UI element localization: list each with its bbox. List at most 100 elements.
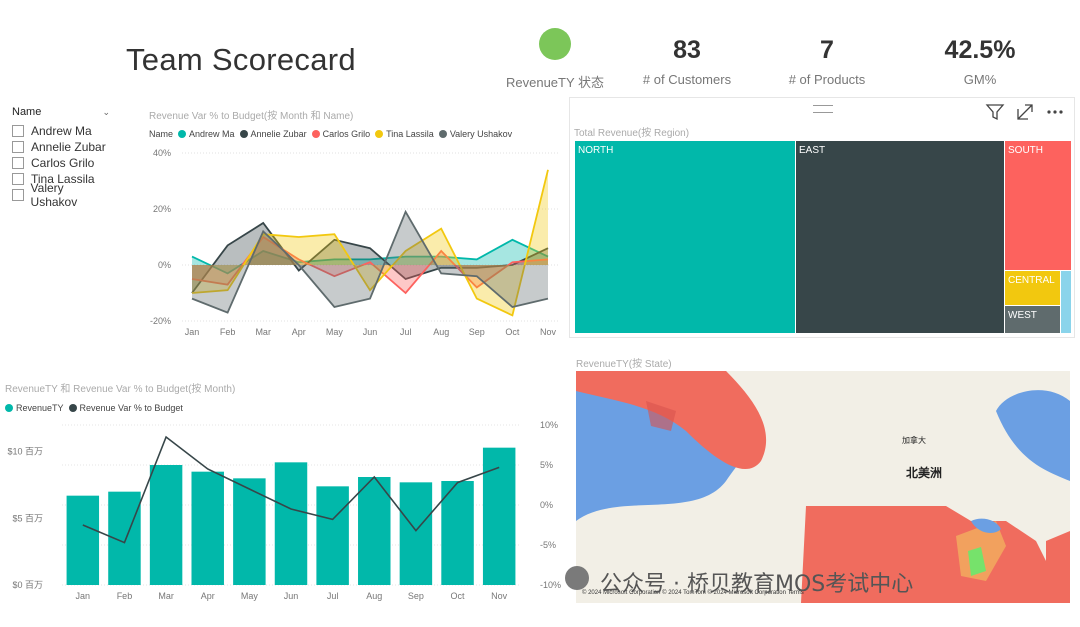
- y-tick-label: 0%: [158, 260, 171, 270]
- checkbox[interactable]: [12, 125, 24, 137]
- page-title: Team Scorecard: [126, 42, 356, 77]
- checkbox[interactable]: [12, 189, 24, 201]
- x-tick-label: Sep: [408, 591, 424, 601]
- bar[interactable]: [191, 471, 224, 585]
- line-series[interactable]: [82, 435, 500, 544]
- slicer-item-label: Carlos Grilo: [31, 156, 95, 170]
- legend-label: Tina Lassila: [386, 129, 434, 139]
- legend-dot: [5, 404, 13, 412]
- slicer-item[interactable]: Carlos Grilo: [12, 155, 110, 171]
- y-tick-label: 40%: [153, 148, 171, 158]
- legend-label: RevenueTY: [16, 403, 64, 413]
- series-area-3[interactable]: [192, 169, 548, 316]
- legend-item[interactable]: Tina Lassila: [375, 129, 434, 139]
- legend-item[interactable]: Revenue Var % to Budget: [68, 403, 183, 413]
- filter-icon[interactable]: [984, 101, 1006, 123]
- legend-item[interactable]: Valery Ushakov: [438, 129, 513, 139]
- legend-item[interactable]: Carlos Grilo: [311, 129, 370, 139]
- slicer-item[interactable]: Andrew Ma: [12, 123, 110, 139]
- bar[interactable]: [399, 482, 433, 585]
- legend-item[interactable]: Andrew Ma: [178, 129, 235, 139]
- revenue-var-chart-title: Revenue Var % to Budget(按 Month 和 Name): [149, 111, 354, 122]
- treemap-cell-west[interactable]: WEST: [1004, 305, 1061, 334]
- bar[interactable]: [149, 465, 183, 585]
- checkbox[interactable]: [12, 157, 24, 169]
- bar[interactable]: [274, 462, 308, 585]
- map-us-coast: [1046, 531, 1070, 603]
- series-line-3[interactable]: [191, 169, 549, 317]
- bar[interactable]: [316, 486, 349, 585]
- x-tick-label: Oct: [451, 591, 466, 601]
- series-area-2[interactable]: [192, 237, 548, 293]
- x-tick-label: Aug: [366, 591, 382, 601]
- treemap-visual: Total Revenue(按 Region) NORTH EAST SOUTH…: [569, 97, 1075, 338]
- legend-item[interactable]: RevenueTY: [5, 403, 64, 413]
- x-tick-label: Jan: [76, 591, 91, 601]
- bar[interactable]: [358, 477, 391, 585]
- focus-mode-icon[interactable]: [1014, 101, 1036, 123]
- legend-dot: [311, 130, 320, 138]
- revenue-var-chart[interactable]: 40% 20% 0% -20% Jan Feb Mar Apr May Jun Jul Aug Sep O…: [140, 143, 565, 343]
- map-lakes: [971, 518, 1001, 533]
- checkbox[interactable]: [12, 173, 24, 185]
- slicer-item[interactable]: Valery Ushakov: [12, 181, 110, 209]
- customers-label: # of Customers: [642, 72, 732, 87]
- treemap-cell-central[interactable]: CENTRAL: [1004, 270, 1061, 306]
- legend-label: Annelie Zubar: [250, 129, 307, 139]
- series-line-1[interactable]: [191, 221, 549, 294]
- map-title: RevenueTY(按 State): [576, 359, 672, 370]
- bar[interactable]: [66, 495, 100, 585]
- legend-dot: [438, 130, 447, 138]
- x-tick-label: May: [326, 327, 344, 337]
- x-tick-label: Oct: [505, 327, 520, 337]
- legend-dot: [375, 130, 384, 138]
- y-tick-label: 20%: [153, 204, 171, 214]
- x-tick-label: Aug: [433, 327, 449, 337]
- bing-logo: [565, 566, 589, 590]
- legend-title: Name: [149, 129, 174, 139]
- bar[interactable]: [482, 447, 516, 585]
- combo-chart-legend: RevenueTY Revenue Var % to Budget: [5, 403, 188, 413]
- series-area-4[interactable]: [192, 211, 548, 313]
- more-options-icon[interactable]: [1044, 101, 1066, 123]
- slicer-item-label: Andrew Ma: [31, 124, 92, 138]
- map-us-green: [968, 547, 986, 576]
- chevron-down-icon[interactable]: ⌄: [102, 106, 110, 117]
- x-tick-label: Feb: [220, 327, 236, 337]
- treemap-title: Total Revenue(按 Region): [574, 128, 690, 139]
- treemap-cell-east[interactable]: EAST: [795, 140, 1005, 334]
- revenue-status-indicator: [539, 28, 571, 60]
- y-tick-label: -20%: [150, 316, 171, 326]
- revenue-state-map[interactable]: 加拿大 北美洲 © 2024 Microsoft Corporation © 2…: [576, 371, 1070, 603]
- treemap-cell-south[interactable]: SOUTH: [1004, 140, 1072, 271]
- y-left-tick-label: $0 百万: [12, 580, 43, 590]
- map-attribution: © 2024 Microsoft Corporation © 2024 TomT…: [582, 589, 804, 596]
- bar[interactable]: [233, 478, 266, 585]
- legend-label: Revenue Var % to Budget: [79, 403, 183, 413]
- map-greenland-water: [996, 390, 1070, 481]
- treemap-cell-other[interactable]: [1060, 270, 1072, 334]
- x-tick-label: Sep: [469, 327, 485, 337]
- combo-chart[interactable]: 10% 5% 0% -5% -10% $10 百万 $5 百万 $0 百万 Jan Feb Mar A…: [0, 415, 565, 605]
- x-tick-label: Nov: [491, 591, 508, 601]
- legend-label: Valery Ushakov: [449, 129, 513, 139]
- gm-value: 42.5%: [944, 36, 1016, 64]
- slicer-item[interactable]: Tina Lassila: [12, 171, 110, 187]
- checkbox[interactable]: [12, 141, 24, 153]
- x-tick-label: Jan: [185, 327, 200, 337]
- x-tick-label: Jul: [400, 327, 412, 337]
- x-tick-label: Mar: [255, 327, 271, 337]
- series-area-1[interactable]: [192, 223, 548, 293]
- bar[interactable]: [441, 481, 474, 585]
- drag-handle-icon[interactable]: [813, 105, 833, 113]
- treemap-cell-north[interactable]: NORTH: [574, 140, 796, 334]
- treemap-label-east: EAST: [799, 145, 826, 156]
- map-label-north-america: 北美洲: [906, 465, 942, 480]
- map-label-canada: 加拿大: [902, 435, 926, 445]
- legend-item[interactable]: Annelie Zubar: [239, 129, 307, 139]
- slicer-item[interactable]: Annelie Zubar: [12, 139, 110, 155]
- products-value: 7: [820, 36, 834, 64]
- watermark-text: 公众号 · 桥贝教育MOS考试中心: [600, 572, 914, 597]
- series-line-4[interactable]: [191, 209, 549, 314]
- legend-dot: [239, 130, 248, 138]
